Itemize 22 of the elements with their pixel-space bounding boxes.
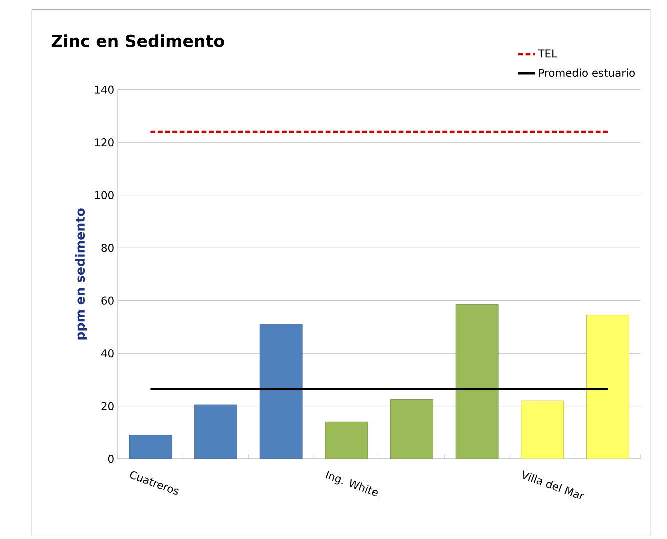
bar xyxy=(194,404,238,460)
bar xyxy=(325,422,368,460)
chart-title: Zinc en Sedimento xyxy=(52,34,224,48)
bar xyxy=(260,324,303,460)
bar xyxy=(129,435,172,460)
y-tick-label: 120 xyxy=(95,138,114,147)
legend-label: Promedio estuario xyxy=(539,68,635,77)
x-tick-label: Ing. White xyxy=(326,470,378,496)
y-tick-label: 20 xyxy=(102,402,114,410)
y-tick-label: 40 xyxy=(101,349,114,358)
bar xyxy=(586,315,630,460)
bar xyxy=(521,400,564,460)
y-tick-label: 80 xyxy=(102,244,114,252)
y-tick-label: 60 xyxy=(102,296,114,305)
y-axis-title: ppm en sedimento xyxy=(75,208,88,340)
bar xyxy=(390,399,434,460)
bar xyxy=(456,304,499,460)
x-tick-label: Villa del Mar xyxy=(523,470,585,500)
legend-label: TEL xyxy=(538,50,558,58)
y-tick-label: 100 xyxy=(95,191,114,200)
y-tick-label: 140 xyxy=(95,86,114,94)
y-tick-label: 0 xyxy=(108,454,114,464)
